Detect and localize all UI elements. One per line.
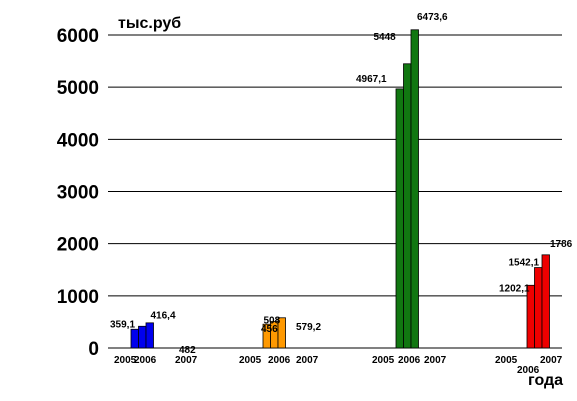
x-year-label: 2006 [398, 355, 421, 366]
bar-2-2005 [395, 88, 404, 349]
bar-3-2005 [526, 284, 535, 349]
y-tick-label: 5000 [57, 78, 99, 99]
x-year-label: 2007 [424, 355, 447, 366]
x-year-label: 2007 [175, 355, 198, 366]
data-label: 482 [179, 345, 196, 356]
x-year-label: 2005 [495, 355, 518, 366]
data-label: 579,2 [296, 322, 321, 333]
data-label: 4967,1 [356, 74, 387, 85]
bars [130, 29, 550, 349]
gridlines [108, 34, 562, 349]
y-axis-title: тыс.руб [118, 15, 181, 32]
bar-0-2007 [145, 322, 154, 349]
data-label: 6473,6 [417, 12, 448, 23]
data-label: 5448 [374, 32, 397, 43]
data-label: 416,4 [151, 310, 176, 321]
data-label: 456 [261, 324, 278, 335]
bar-3-2006 [534, 267, 543, 349]
data-label: 359,1 [110, 319, 135, 330]
x-year-label: 2005 [114, 355, 137, 366]
data-label: 1542,1 [509, 258, 540, 269]
bar-0-2005 [130, 328, 139, 349]
bar-2-2006 [403, 63, 412, 349]
y-tick-label: 2000 [57, 235, 99, 256]
y-tick-label: 3000 [57, 183, 99, 204]
bar-1-2007 [277, 317, 286, 349]
y-tick-label: 1000 [57, 287, 99, 308]
bar-0-2006 [138, 325, 147, 349]
x-axis-title: года [528, 372, 563, 389]
x-year-label: 2007 [296, 355, 319, 366]
x-year-label: 2005 [372, 355, 395, 366]
y-tick-label: 6000 [57, 26, 99, 47]
bar-2-2007 [410, 29, 419, 349]
data-label: 1202,1 [499, 283, 530, 294]
x-year-label: 2006 [134, 355, 157, 366]
data-label: 1786 [550, 239, 573, 250]
x-year-label: 2007 [540, 355, 563, 366]
x-year-label: 2006 [517, 365, 540, 376]
x-year-label: 2005 [239, 355, 262, 366]
data-label: 508 [264, 315, 281, 326]
y-tick-label: 4000 [57, 130, 99, 151]
bar-3-2007 [541, 254, 550, 349]
x-year-label: 2006 [268, 355, 291, 366]
y-axis-ticks: 0 1000 2000 3000 4000 5000 6000 [57, 26, 99, 360]
y-tick-label: 0 [88, 339, 99, 360]
